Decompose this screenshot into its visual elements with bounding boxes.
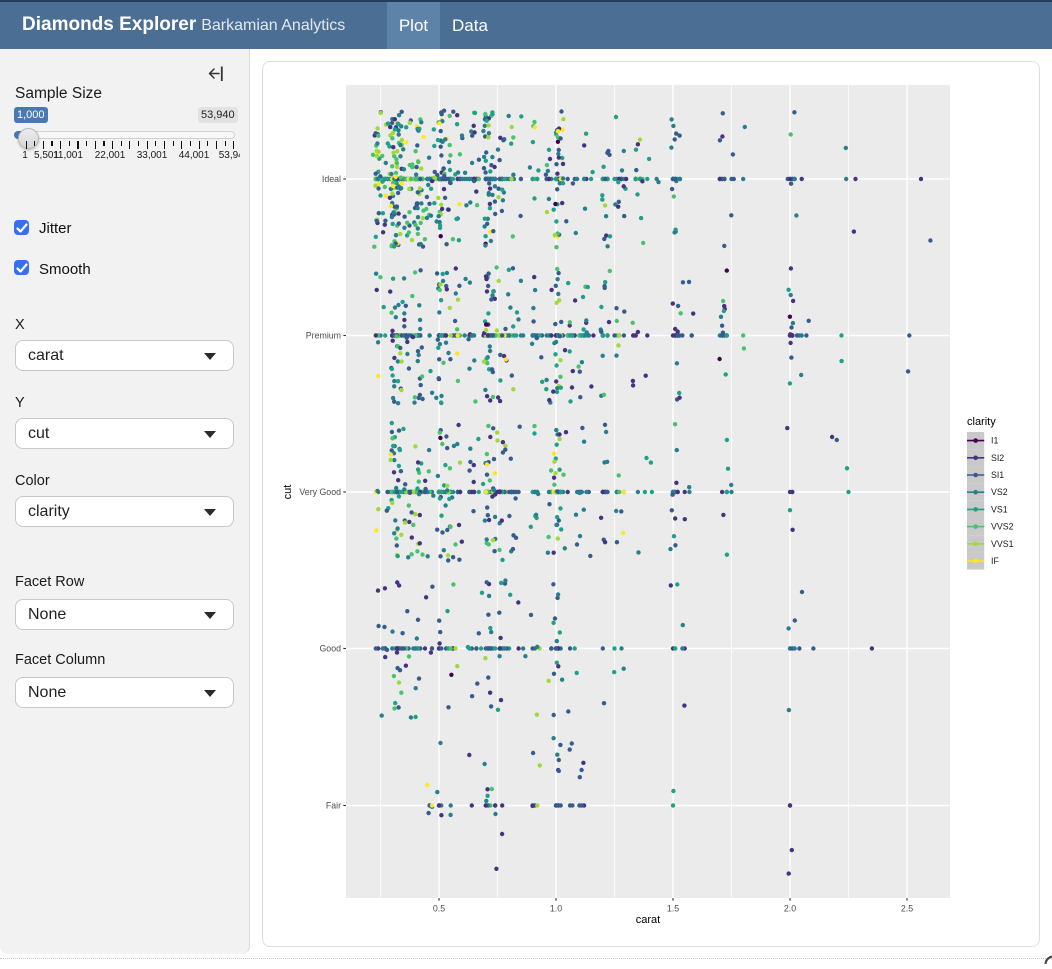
svg-text:Very Good: Very Good bbox=[299, 487, 341, 497]
svg-text:Ideal: Ideal bbox=[322, 174, 341, 184]
svg-text:VS1: VS1 bbox=[991, 504, 1008, 514]
svg-text:carat: carat bbox=[636, 914, 660, 926]
svg-text:2.0: 2.0 bbox=[784, 904, 796, 914]
svg-text:IF: IF bbox=[991, 556, 999, 566]
svg-text:VS2: VS2 bbox=[991, 487, 1008, 497]
svg-text:2.5: 2.5 bbox=[901, 904, 913, 914]
svg-text:VVS1: VVS1 bbox=[991, 539, 1014, 549]
svg-text:VVS2: VVS2 bbox=[991, 522, 1014, 532]
svg-text:Good: Good bbox=[319, 644, 341, 654]
svg-text:Fair: Fair bbox=[326, 801, 341, 811]
svg-text:0.5: 0.5 bbox=[433, 904, 445, 914]
svg-text:clarity: clarity bbox=[967, 416, 996, 428]
svg-text:SI1: SI1 bbox=[991, 470, 1004, 480]
svg-text:1.5: 1.5 bbox=[667, 904, 679, 914]
svg-text:1.0: 1.0 bbox=[550, 904, 562, 914]
svg-text:Premium: Premium bbox=[306, 331, 341, 341]
svg-text:SI2: SI2 bbox=[991, 453, 1004, 463]
svg-text:cut: cut bbox=[282, 485, 294, 500]
svg-text:I1: I1 bbox=[991, 436, 998, 446]
